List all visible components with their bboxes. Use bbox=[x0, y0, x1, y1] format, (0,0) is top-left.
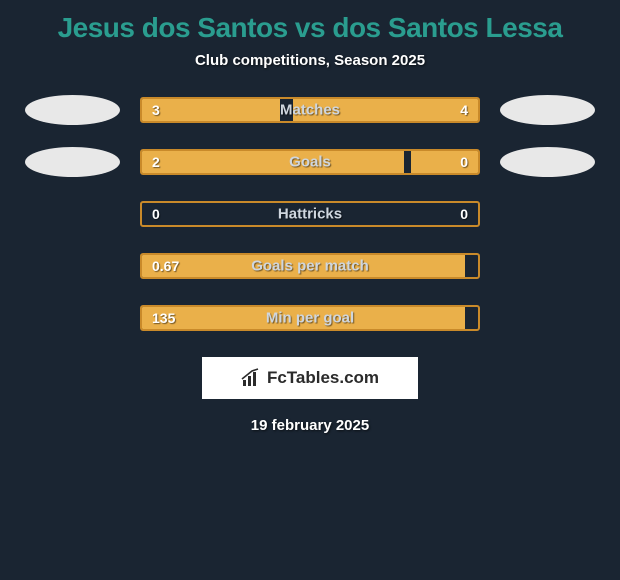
stat-row: Hattricks 0 0 bbox=[0, 201, 620, 227]
stat-row: Min per goal 135 bbox=[0, 305, 620, 331]
stat-left-value: 2 bbox=[152, 154, 160, 170]
stat-right-value: 4 bbox=[460, 102, 468, 118]
stat-label: Goals bbox=[289, 154, 331, 171]
stat-bar: Goals 2 0 bbox=[140, 149, 480, 175]
stat-label: Goals per match bbox=[251, 258, 369, 275]
stat-left-value: 0 bbox=[152, 206, 160, 222]
stat-left-value: 0.67 bbox=[152, 258, 179, 274]
player-left-avatar bbox=[25, 147, 120, 177]
player-right-avatar bbox=[500, 95, 595, 125]
avatar-spacer bbox=[500, 251, 595, 281]
stat-right-value: 0 bbox=[460, 206, 468, 222]
stats-list: Matches 3 4 Goals 2 0 Hattricks 0 0 Goals per mat… bbox=[0, 97, 620, 331]
comparison-infographic: Jesus dos Santos vs dos Santos Lessa Clu… bbox=[0, 0, 620, 434]
avatar-spacer bbox=[25, 303, 120, 333]
stat-label: Matches bbox=[280, 102, 340, 119]
date-label: 19 february 2025 bbox=[0, 417, 620, 434]
player-left-avatar bbox=[25, 95, 120, 125]
stat-right-value: 0 bbox=[460, 154, 468, 170]
page-title: Jesus dos Santos vs dos Santos Lessa bbox=[0, 8, 620, 52]
stat-label: Min per goal bbox=[266, 310, 354, 327]
stat-bar: Min per goal 135 bbox=[140, 305, 480, 331]
player-right-avatar bbox=[500, 147, 595, 177]
stat-bar: Hattricks 0 0 bbox=[140, 201, 480, 227]
stat-row: Goals per match 0.67 bbox=[0, 253, 620, 279]
bar-left-fill bbox=[142, 99, 280, 121]
chart-icon bbox=[241, 368, 263, 388]
stat-row: Matches 3 4 bbox=[0, 97, 620, 123]
source-logo: FcTables.com bbox=[202, 357, 418, 399]
stat-left-value: 3 bbox=[152, 102, 160, 118]
page-subtitle: Club competitions, Season 2025 bbox=[0, 52, 620, 69]
avatar-spacer bbox=[500, 303, 595, 333]
stat-label: Hattricks bbox=[278, 206, 342, 223]
stat-left-value: 135 bbox=[152, 310, 175, 326]
avatar-spacer bbox=[25, 251, 120, 281]
bar-left-fill bbox=[142, 151, 404, 173]
stat-bar: Goals per match 0.67 bbox=[140, 253, 480, 279]
avatar-spacer bbox=[25, 199, 120, 229]
stat-bar: Matches 3 4 bbox=[140, 97, 480, 123]
stat-row: Goals 2 0 bbox=[0, 149, 620, 175]
avatar-spacer bbox=[500, 199, 595, 229]
logo-text: FcTables.com bbox=[267, 368, 379, 388]
